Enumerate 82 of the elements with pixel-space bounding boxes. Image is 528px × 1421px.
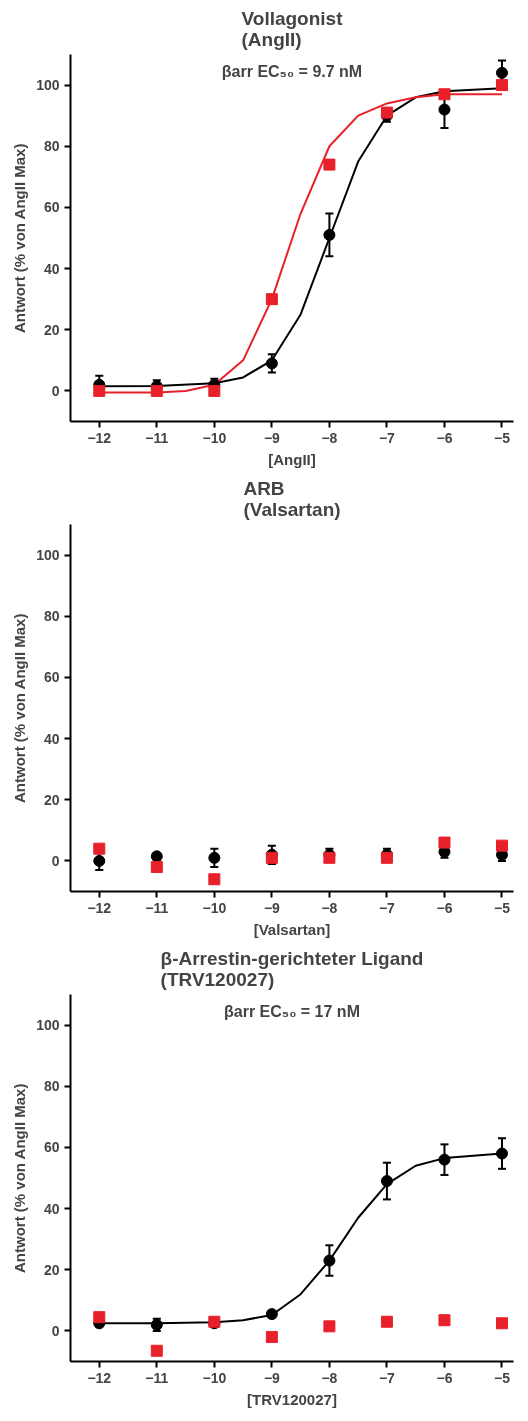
x-tick-label: −9 <box>263 1369 281 1386</box>
point <box>323 1254 336 1267</box>
point <box>495 839 508 852</box>
y-tick-label: 40 <box>43 1200 60 1217</box>
point <box>495 1317 508 1330</box>
point <box>93 842 106 855</box>
x-tick-label: −10 <box>202 1369 227 1386</box>
y-tick-label: 80 <box>43 1078 60 1095</box>
point <box>323 158 336 171</box>
point <box>150 861 163 874</box>
y-tick-label: 20 <box>43 321 60 338</box>
point <box>495 1147 508 1160</box>
x-tick-label: −6 <box>436 1369 453 1386</box>
x-tick-label: −7 <box>378 899 396 916</box>
x-tick-label: −7 <box>378 429 396 446</box>
x-tick-label: −9 <box>263 899 281 916</box>
y-tick-label: 0 <box>51 382 60 399</box>
point <box>93 854 106 867</box>
point <box>438 103 451 116</box>
y-tick-label: 60 <box>43 669 60 686</box>
x-tick-label: −12 <box>87 429 112 446</box>
point <box>150 384 163 397</box>
point <box>438 1153 451 1166</box>
x-axis-title: [TRV120027] <box>247 1390 337 1408</box>
y-tick-label: 0 <box>51 1322 60 1339</box>
point <box>93 384 106 397</box>
point <box>438 1314 451 1327</box>
y-axis-title: Antwort (% von AngII Max) <box>11 143 29 333</box>
y-tick-label: 60 <box>43 199 60 216</box>
chart-title: ARB (Valsartan) <box>243 477 341 520</box>
y-tick-label: 40 <box>43 730 60 747</box>
x-tick-label: −11 <box>145 429 169 446</box>
y-tick-label: 100 <box>36 1017 60 1034</box>
y-tick-label: 20 <box>43 791 60 808</box>
point <box>150 1344 163 1357</box>
x-tick-label: −5 <box>494 429 511 446</box>
y-tick-label: 20 <box>43 1261 60 1278</box>
x-tick-label: −9 <box>263 429 281 446</box>
x-tick-label: −5 <box>494 1369 511 1386</box>
y-tick-label: 80 <box>43 608 60 625</box>
x-tick-label: −10 <box>202 429 227 446</box>
x-tick-label: −8 <box>321 429 338 446</box>
point <box>438 88 451 101</box>
point <box>265 293 278 306</box>
x-tick-label: −8 <box>321 899 338 916</box>
x-axis-title: [Valsartan] <box>253 920 331 938</box>
annotation: βarr EC₅₀ = 9.7 nM <box>221 62 363 80</box>
chart-title: β-Arrestin-gerichteter Ligand (TRV120027) <box>160 947 424 990</box>
x-tick-label: −12 <box>87 899 112 916</box>
point <box>495 66 508 79</box>
x-tick-label: −5 <box>494 899 511 916</box>
point <box>495 79 508 92</box>
x-tick-label: −8 <box>321 1369 338 1386</box>
y-tick-label: 100 <box>36 547 60 564</box>
point <box>265 357 278 370</box>
chart-title: Vollagonist (AngII) <box>241 7 344 50</box>
x-axis-title: [AngII] <box>268 450 316 468</box>
x-tick-label: −11 <box>145 899 169 916</box>
point <box>208 851 221 864</box>
x-tick-label: −7 <box>378 1369 396 1386</box>
y-axis-title: Antwort (% von AngII Max) <box>11 1083 29 1273</box>
point <box>265 1331 278 1344</box>
x-tick-label: −11 <box>145 1369 169 1386</box>
annotation: βarr EC₅₀ = 17 nM <box>224 1002 360 1020</box>
point <box>208 873 221 886</box>
point <box>380 1175 393 1188</box>
y-tick-label: 80 <box>43 138 60 155</box>
point <box>93 1311 106 1324</box>
x-tick-label: −10 <box>202 899 227 916</box>
x-tick-label: −6 <box>436 429 453 446</box>
y-axis-title: Antwort (% von AngII Max) <box>11 613 29 803</box>
y-tick-label: 0 <box>51 852 60 869</box>
y-tick-label: 100 <box>36 77 60 94</box>
point <box>323 228 336 241</box>
point <box>438 836 451 849</box>
point <box>323 1320 336 1333</box>
y-tick-label: 60 <box>43 1139 60 1156</box>
y-tick-label: 40 <box>43 260 60 277</box>
point <box>208 384 221 397</box>
x-tick-label: −6 <box>436 899 453 916</box>
x-tick-label: −12 <box>87 1369 112 1386</box>
point <box>380 1315 393 1328</box>
